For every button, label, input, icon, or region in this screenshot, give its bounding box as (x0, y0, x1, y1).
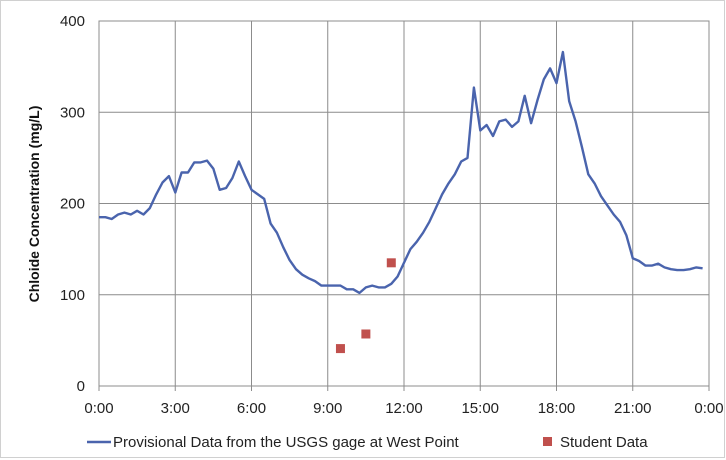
student-data-point (386, 258, 396, 268)
x-tick-label: 12:00 (385, 400, 423, 417)
legend-marker-swatch (543, 437, 552, 446)
legend: Provisional Data from the USGS gage at W… (87, 434, 648, 451)
grid-layer (98, 20, 710, 391)
y-tick-label: 0 (77, 378, 85, 395)
x-tick-label: 21:00 (614, 400, 652, 417)
x-tick-label: 9:00 (313, 400, 342, 417)
x-tick-label: 18:00 (538, 400, 576, 417)
y-tick-label: 300 (60, 104, 85, 121)
legend-label-student: Student Data (560, 434, 648, 451)
plot-area-border (98, 20, 710, 387)
x-tick-label: 0:00 (694, 400, 723, 417)
usgs-series-line (99, 50, 703, 295)
series-layer (99, 50, 703, 354)
x-tick-label: 0:00 (84, 400, 113, 417)
tick-layer: 0 100 200 300 400 0:00 3:00 6:00 9:00 12:00 15:00 1… (60, 13, 724, 417)
student-data-point (361, 329, 371, 339)
y-tick-label: 400 (60, 13, 85, 30)
y-tick-label: 200 (60, 196, 85, 213)
y-tick-label: 100 (60, 287, 85, 304)
x-tick-label: 15:00 (461, 400, 499, 417)
x-tick-label: 3:00 (161, 400, 190, 417)
legend-label-usgs: Provisional Data from the USGS gage at W… (113, 434, 460, 451)
x-tick-label: 6:00 (237, 400, 266, 417)
student-data-point (335, 344, 345, 354)
y-axis-label: Chloide Concentration (mg/L) (26, 106, 42, 303)
